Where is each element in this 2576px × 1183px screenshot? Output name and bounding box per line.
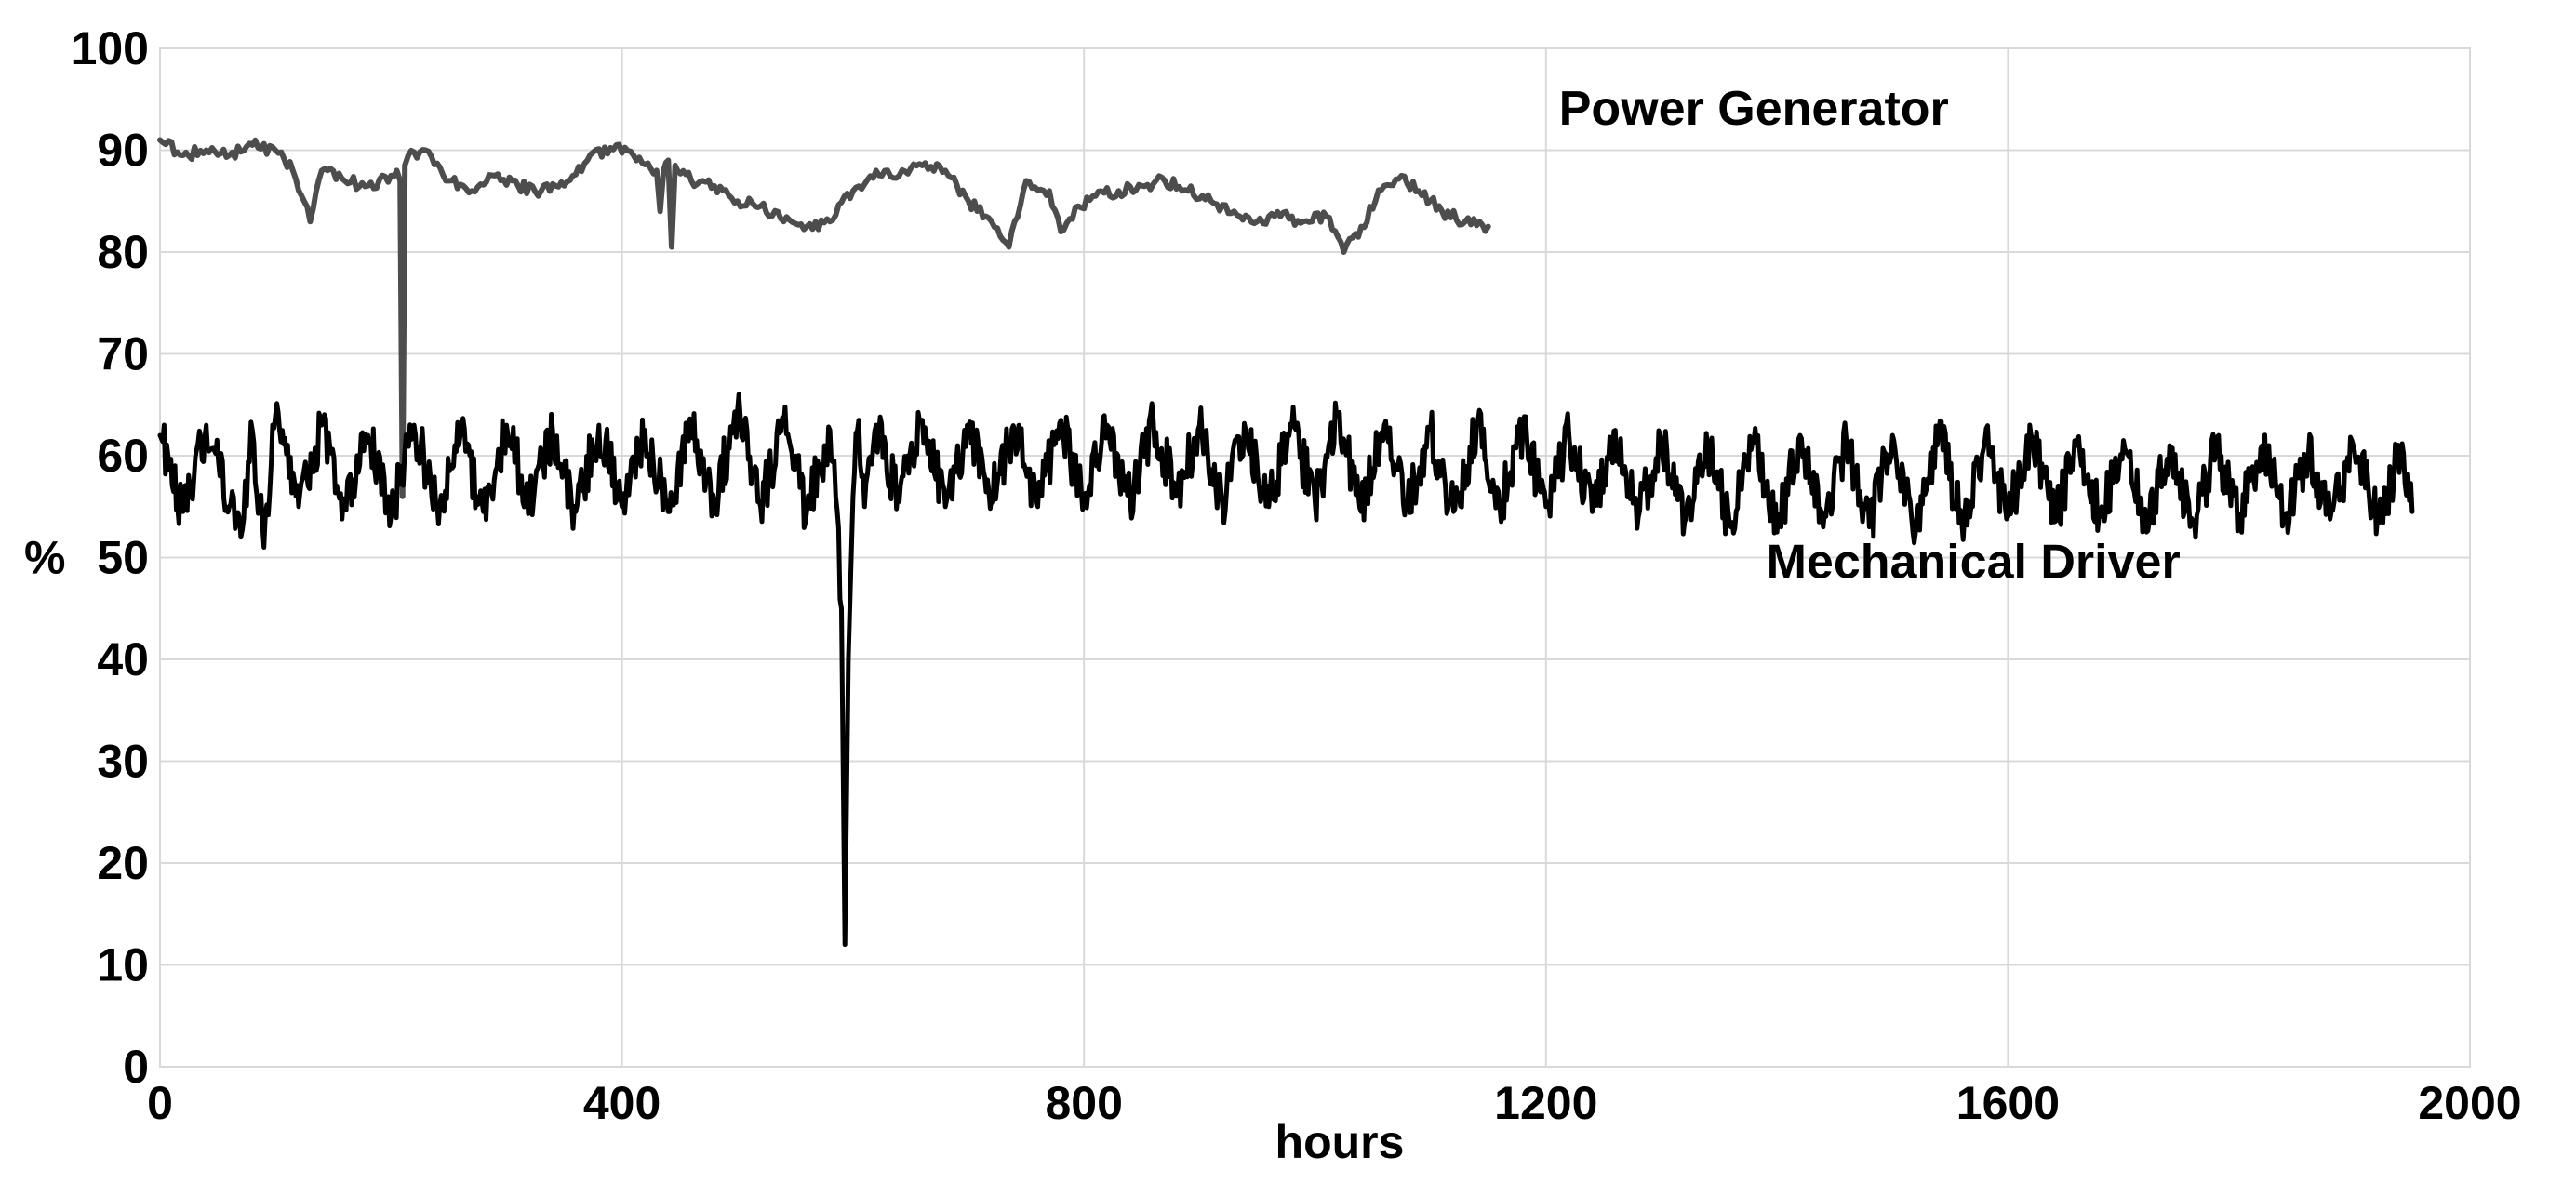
- x-tick-label: 1200: [1494, 1077, 1597, 1129]
- y-tick-label: 0: [123, 1041, 149, 1093]
- y-tick-label: 20: [97, 837, 149, 889]
- annotation-power-generator: Power Generator: [1559, 82, 1949, 136]
- y-tick-label: 90: [97, 125, 149, 177]
- x-tick-label: 800: [1045, 1077, 1122, 1129]
- series-annotations: Power Generator Mechanical Driver: [1559, 82, 2181, 589]
- y-tick-label: 40: [97, 633, 149, 685]
- x-tick-label: 1600: [1956, 1077, 2060, 1129]
- x-tick-label: 2000: [2418, 1077, 2521, 1129]
- series-lines: [157, 137, 2415, 948]
- y-tick-label: 30: [97, 736, 149, 788]
- x-axis-label: hours: [1275, 1116, 1405, 1168]
- plot-area-frame: [159, 47, 2471, 1068]
- x-tick-label: 0: [147, 1077, 173, 1129]
- y-tick-label: 10: [97, 939, 149, 991]
- annotation-mechanical-driver: Mechanical Driver: [1767, 535, 2181, 589]
- y-tick-label: 100: [72, 22, 149, 74]
- y-axis-ticks: 0 10 20 30 40 50 60 70 80 90 100: [72, 22, 149, 1093]
- series-line-power-generator: [157, 137, 1491, 499]
- y-tick-label: 50: [97, 532, 149, 584]
- x-tick-label: 400: [583, 1077, 661, 1129]
- y-axis-label: %: [24, 532, 65, 584]
- y-tick-label: 60: [97, 430, 149, 482]
- series-line-mechanical-driver: [157, 392, 2415, 948]
- y-tick-label: 80: [97, 226, 149, 278]
- y-tick-label: 70: [97, 328, 149, 380]
- x-axis-ticks: 0 400 800 1200 1600 2000: [147, 1077, 2522, 1129]
